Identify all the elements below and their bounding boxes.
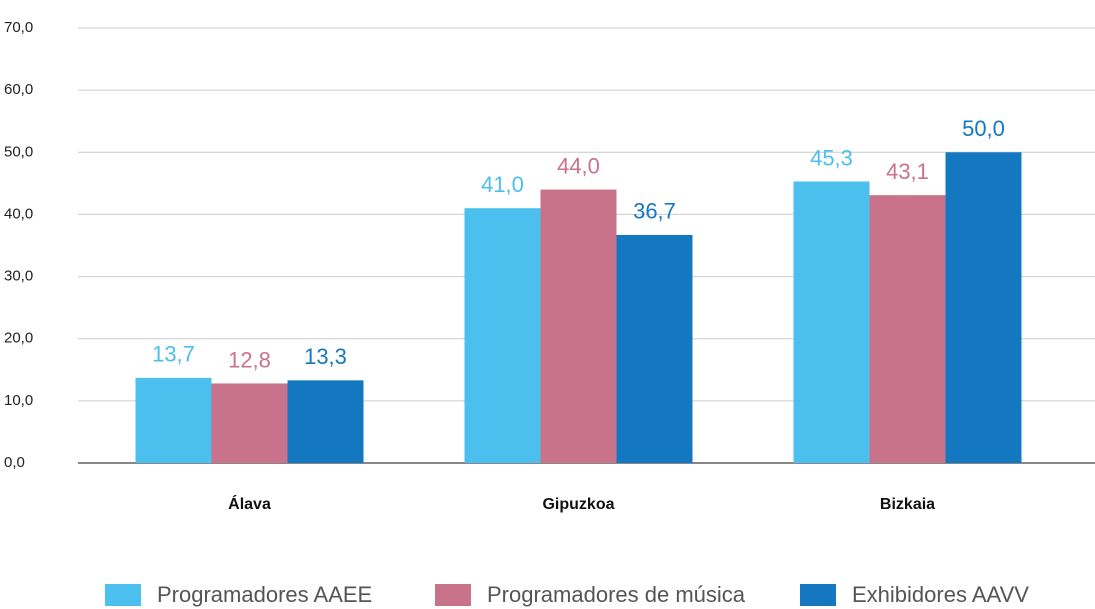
data-label: 13,3 [304, 344, 347, 369]
y-tick-label: 70,0 [4, 19, 33, 36]
x-tick-label: Álava [228, 494, 271, 513]
data-label: 45,3 [810, 145, 853, 170]
data-label: 41,0 [481, 172, 524, 197]
bar [287, 380, 364, 463]
x-tick-label: Bizkaia [880, 496, 935, 513]
y-tick-label: 10,0 [4, 392, 33, 409]
bar [869, 195, 946, 463]
data-label: 12,8 [228, 347, 271, 372]
bar [464, 208, 541, 463]
y-tick-label: 40,0 [4, 205, 33, 222]
legend-label: Exhibidores AAVV [852, 582, 1029, 607]
y-tick-label: 60,0 [4, 81, 33, 98]
y-tick-label: 0,0 [4, 454, 25, 471]
bar [945, 152, 1022, 464]
legend-swatch [800, 584, 836, 606]
data-label: 44,0 [557, 153, 600, 178]
bar [211, 383, 288, 463]
legend-swatch [105, 584, 141, 606]
legend-label: Programadores AAEE [157, 582, 372, 607]
data-label: 36,7 [633, 199, 676, 224]
x-tick-label: Gipuzkoa [542, 496, 614, 513]
data-label: 13,7 [152, 342, 195, 367]
legend-swatch [435, 584, 471, 606]
data-label: 43,1 [886, 159, 929, 184]
bar [135, 377, 212, 463]
bar [793, 181, 870, 463]
y-tick-label: 30,0 [4, 268, 33, 285]
legend-label: Programadores de música [487, 582, 746, 607]
bar [540, 189, 617, 464]
bar [616, 234, 693, 463]
y-tick-label: 50,0 [4, 143, 33, 160]
data-label: 50,0 [962, 116, 1005, 141]
y-tick-label: 20,0 [4, 330, 33, 347]
